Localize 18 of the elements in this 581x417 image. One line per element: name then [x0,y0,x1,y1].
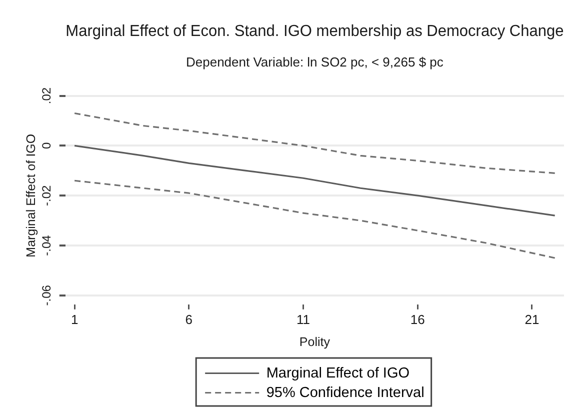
y-tick-label: -.02 [39,184,54,206]
y-axis-title: Marginal Effect of IGO [24,134,38,258]
y-tick-label: .02 [39,87,54,104]
legend-label: 95% Confidence Interval [266,384,424,401]
line-series [74,180,556,259]
x-tick-label: 21 [524,312,540,327]
y-tick-label: 0 [39,142,54,150]
y-tick-label: -.06 [39,284,54,306]
x-axis-title: Polity [299,334,331,349]
y-tick-label: -.04 [39,234,54,256]
chart-title: Marginal Effect of Econ. Stand. IGO membership as Democracy Change [66,22,564,40]
chart-subtitle: Dependent Variable: ln SO2 pc, < 9,265 $ pc [186,54,444,70]
x-tick-label: 16 [410,312,425,327]
legend-label: Marginal Effect of IGO [266,365,410,382]
x-tick-label: 1 [70,312,78,327]
x-tick-label: 11 [296,312,310,327]
line-series [74,112,556,174]
x-tick-label: 6 [185,312,193,327]
